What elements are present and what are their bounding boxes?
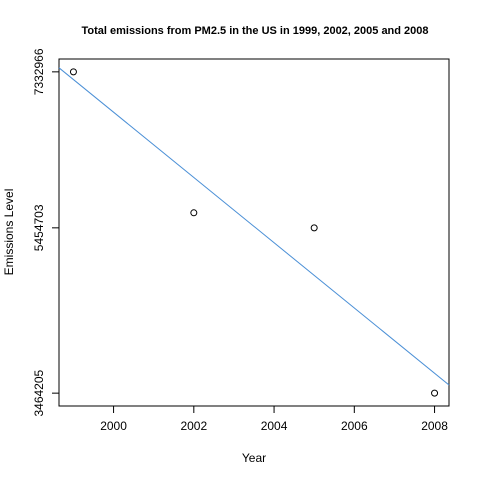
data-points [69, 68, 439, 397]
y-axis: 3464205 5454703 7332966 [32, 48, 60, 417]
x-tick-label: 2006 [341, 419, 368, 433]
y-tick-label: 5454703 [32, 204, 46, 251]
x-tick-label: 2004 [261, 419, 288, 433]
x-tick-label: 2000 [100, 419, 127, 433]
trend-line [58, 67, 450, 386]
data-point [431, 389, 439, 397]
x-tick-label: 2002 [180, 419, 207, 433]
data-point [69, 68, 77, 76]
y-tick-label: 7332966 [32, 48, 46, 95]
data-point [310, 224, 318, 232]
y-axis-label: Emissions Level [2, 189, 16, 276]
plot-box [58, 58, 450, 407]
x-axis: 2000 2002 2004 2006 2008 [100, 405, 448, 433]
trend-line-layer [58, 67, 450, 386]
x-tick-label: 2008 [421, 419, 448, 433]
x-axis-label: Year [242, 451, 266, 465]
data-point [190, 209, 198, 217]
y-tick-label: 3464205 [32, 369, 46, 416]
chart-title: Total emissions from PM2.5 in the US in … [81, 25, 428, 37]
